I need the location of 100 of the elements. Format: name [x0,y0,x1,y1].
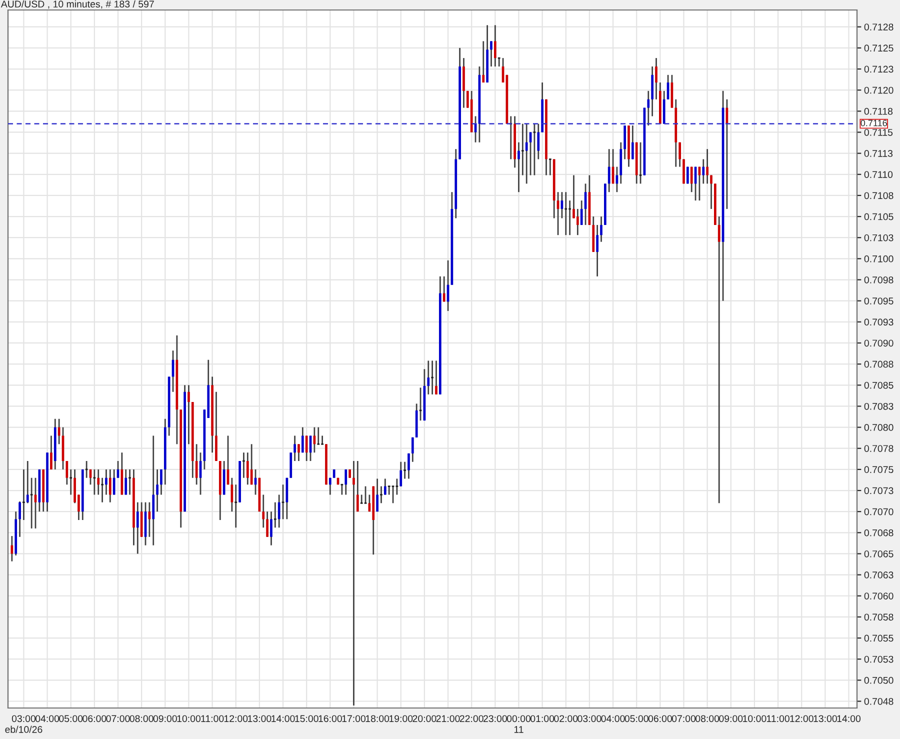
candlestick [84,460,88,479]
candlestick [294,435,296,462]
candlestick [596,224,598,278]
candlestick [427,360,430,396]
candlestick [580,200,583,226]
candlestick [328,477,332,496]
candlestick [418,386,422,422]
candlestick [188,384,190,445]
x-tick-label: 09:00 [153,715,177,722]
x-tick-label: 23:00 [483,715,507,722]
y-tick-label: 0.7100 [864,255,894,262]
y-tick-label: 0.7098 [864,276,894,284]
candlestick [266,510,268,538]
ref-line-label: 0.7116 [860,120,887,126]
x-tick-label: 12:00 [790,715,814,722]
candlestick [525,123,528,184]
candlestick [305,435,308,462]
candlestick [364,486,368,504]
candlestick [411,436,414,463]
candlestick [710,174,712,210]
candlestick [702,158,705,184]
y-tick-label: 0.7075 [864,466,894,474]
candlestick [262,494,265,528]
candlestick [631,124,634,160]
y-tick-label: 0.7125 [864,44,894,52]
y-tick-label: 0.7103 [864,234,894,242]
candlestick [250,443,253,486]
y-tick-label: 0.7065 [864,550,894,558]
y-tick-label: 0.7063 [864,572,894,578]
y-tick-label: 0.7110 [864,171,893,178]
y-tick-label: 0.7060 [864,592,894,600]
y-tick-label: 0.7073 [864,487,894,494]
candlestick [340,484,344,496]
x-tick-label: 02:00 [554,715,578,722]
y-tick-label: 0.7093 [864,318,894,326]
x-tick-label: 00:00 11 [506,715,531,733]
candlestick [156,468,158,512]
y-tick-label: 0.7108 [864,192,894,200]
y-tick-label: 0.7120 [864,86,894,94]
candlestick [92,468,96,496]
x-tick-label: 14:00 [272,715,295,722]
candlestick [301,426,304,454]
y-tick-label: 0.7123 [864,66,894,73]
y-tick-label: 0.7088 [864,360,894,368]
x-tick-label: 05:00 [59,715,83,722]
candlestick [391,486,395,504]
y-tick-label: 0.7095 [864,298,894,304]
y-tick-label: 0.7113 [864,150,893,157]
candlestick [30,477,34,530]
x-tick-label: 21:00 [436,715,460,722]
y-tick-label: 0.7050 [864,676,894,684]
x-tick-label: 10:00 [743,715,766,722]
candlestick [384,478,386,496]
candlestick [246,452,249,486]
candlestick [105,468,108,496]
y-tick-label: 0.7105 [864,213,894,220]
candlestick [26,460,29,504]
x-tick-label: 17:00 [342,715,366,722]
candlestick [442,276,446,302]
candlestick [408,452,410,480]
candlestick [576,208,579,236]
y-tick-label: 0.7058 [864,614,894,621]
x-tick-label: 06:00 [82,715,106,722]
x-tick-label: 14:00 [837,715,861,722]
y-tick-label: 0.7090 [864,340,894,347]
x-tick-label: 09:00 [719,715,743,722]
candlestick [58,418,60,445]
candlestick [360,494,364,504]
x-tick-label: 07:00 [672,715,696,722]
x-tick-label: 13:00 [814,715,837,722]
x-tick-label: 08:00 [696,715,720,722]
x-tick-label: 11:00 [201,715,224,722]
candlestick [690,166,693,193]
x-tick-label: 04:00 [36,715,60,722]
x-tick-label: 16:00 [318,715,342,722]
candlestick [281,484,285,520]
y-tick-label: 0.7055 [864,634,894,642]
y-tick-label: 0.7068 [864,529,894,536]
candlestick [278,494,280,528]
candlestick [50,435,52,470]
x-tick-label: 08:00 [130,715,154,722]
y-tick-label: 0.7118 [864,108,893,115]
candlestick [537,123,540,160]
candlestick [718,216,720,504]
chart-title: AUD/USD , 10 minutes, # 183 / 597 [0,0,154,9]
candlestick [608,148,610,193]
candlestick [108,468,112,504]
x-tick-label: 20:00 [412,715,436,722]
x-tick-label: 12:00 [224,715,248,722]
x-tick-label: 11:00 [766,715,790,722]
candlestick [490,40,492,68]
y-tick-label: 0.7048 [864,698,894,705]
y-tick-label: 0.7083 [864,402,894,410]
candlestick [387,486,391,496]
x-tick-label: 05:00 [624,715,648,722]
candlestick [482,40,485,84]
x-tick-label: 22:00 [460,715,484,722]
x-tick-label: 19:00 [389,715,413,722]
candlestick [518,142,520,193]
candlestick [344,468,348,496]
